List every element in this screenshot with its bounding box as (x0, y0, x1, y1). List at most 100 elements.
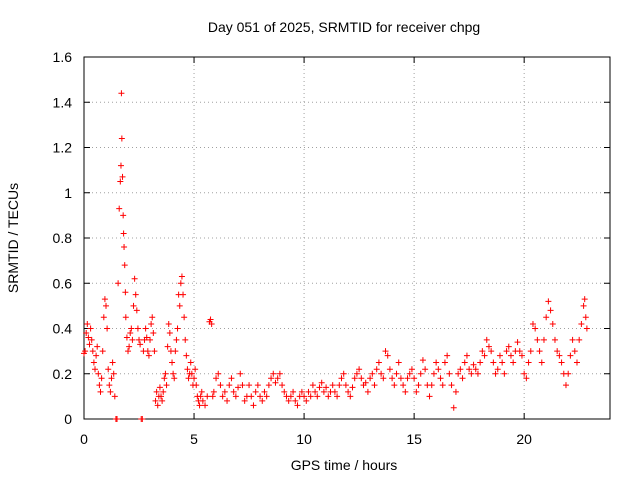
data-point (263, 393, 270, 400)
data-point (139, 416, 146, 422)
data-point (170, 370, 177, 377)
data-point (342, 382, 349, 389)
data-point (518, 352, 525, 359)
data-point (197, 393, 204, 400)
data-point (237, 370, 244, 377)
x-axis-label: GPS time / hours (291, 457, 398, 473)
data-point (406, 370, 413, 377)
data-point (224, 397, 231, 404)
data-point (583, 325, 590, 332)
data-point (382, 348, 389, 355)
data-point (439, 382, 446, 389)
data-point (358, 375, 365, 382)
data-point (481, 352, 488, 359)
data-point (281, 388, 288, 395)
data-point (88, 336, 95, 343)
data-point (369, 370, 376, 377)
data-point (181, 314, 188, 321)
data-point (386, 366, 393, 373)
data-point (516, 348, 523, 355)
data-point (142, 325, 149, 332)
data-point (523, 375, 530, 382)
data-point (173, 336, 180, 343)
data-point (433, 359, 440, 366)
data-point (571, 348, 578, 355)
axis-ticks (83, 56, 610, 420)
data-point (569, 336, 576, 343)
data-point (336, 382, 343, 389)
y-tick-label: 1.6 (53, 49, 73, 65)
data-point (252, 388, 259, 395)
data-point (115, 280, 122, 287)
data-point (389, 375, 396, 382)
data-point (164, 343, 171, 350)
data-point (466, 366, 473, 373)
data-point (119, 173, 126, 180)
data-point (521, 370, 528, 377)
data-point (158, 393, 165, 400)
data-point (562, 382, 569, 389)
data-point (152, 397, 159, 404)
data-point (554, 348, 561, 355)
data-point (129, 336, 136, 343)
data-point (166, 330, 173, 337)
data-point (490, 359, 497, 366)
data-point (261, 388, 268, 395)
data-point (86, 341, 93, 348)
x-tick-label: 15 (406, 431, 422, 447)
data-point (463, 352, 470, 359)
data-point (287, 393, 294, 400)
data-point (507, 352, 514, 359)
data-point (125, 348, 132, 355)
data-point (402, 388, 409, 395)
data-point (230, 388, 237, 395)
data-point (232, 393, 239, 400)
data-point (290, 388, 297, 395)
data-point (316, 384, 323, 391)
y-tick-label: 0.6 (53, 275, 73, 291)
data-point (89, 348, 96, 355)
data-point (461, 359, 468, 366)
data-point (496, 352, 503, 359)
data-point (485, 343, 492, 350)
data-point (384, 352, 391, 359)
data-point (199, 397, 206, 404)
data-point (122, 314, 129, 321)
data-point (106, 382, 113, 389)
y-tick-label: 0.8 (53, 230, 73, 246)
data-point (314, 393, 321, 400)
data-point (397, 375, 404, 382)
data-point (483, 336, 490, 343)
data-point (525, 359, 532, 366)
data-point (320, 388, 327, 395)
data-point (130, 302, 137, 309)
data-point (117, 162, 124, 169)
data-point (101, 296, 108, 303)
data-point (154, 402, 161, 409)
data-point (128, 325, 135, 332)
data-point (474, 370, 481, 377)
data-point (209, 393, 216, 400)
data-point (395, 359, 402, 366)
data-point (356, 366, 363, 373)
data-point (426, 393, 433, 400)
data-point (457, 366, 464, 373)
data-point (580, 302, 587, 309)
data-point (213, 375, 220, 382)
data-point (204, 393, 211, 400)
data-point (477, 359, 484, 366)
data-point (510, 359, 517, 366)
data-point (479, 348, 486, 355)
data-point (536, 348, 543, 355)
data-point (364, 388, 371, 395)
data-point (172, 348, 179, 355)
data-point (375, 359, 382, 366)
data-point (543, 314, 550, 321)
data-point (84, 320, 91, 327)
data-point (92, 366, 99, 373)
grid (84, 57, 610, 419)
data-point (505, 343, 512, 350)
data-point (96, 382, 103, 389)
data-point (446, 370, 453, 377)
